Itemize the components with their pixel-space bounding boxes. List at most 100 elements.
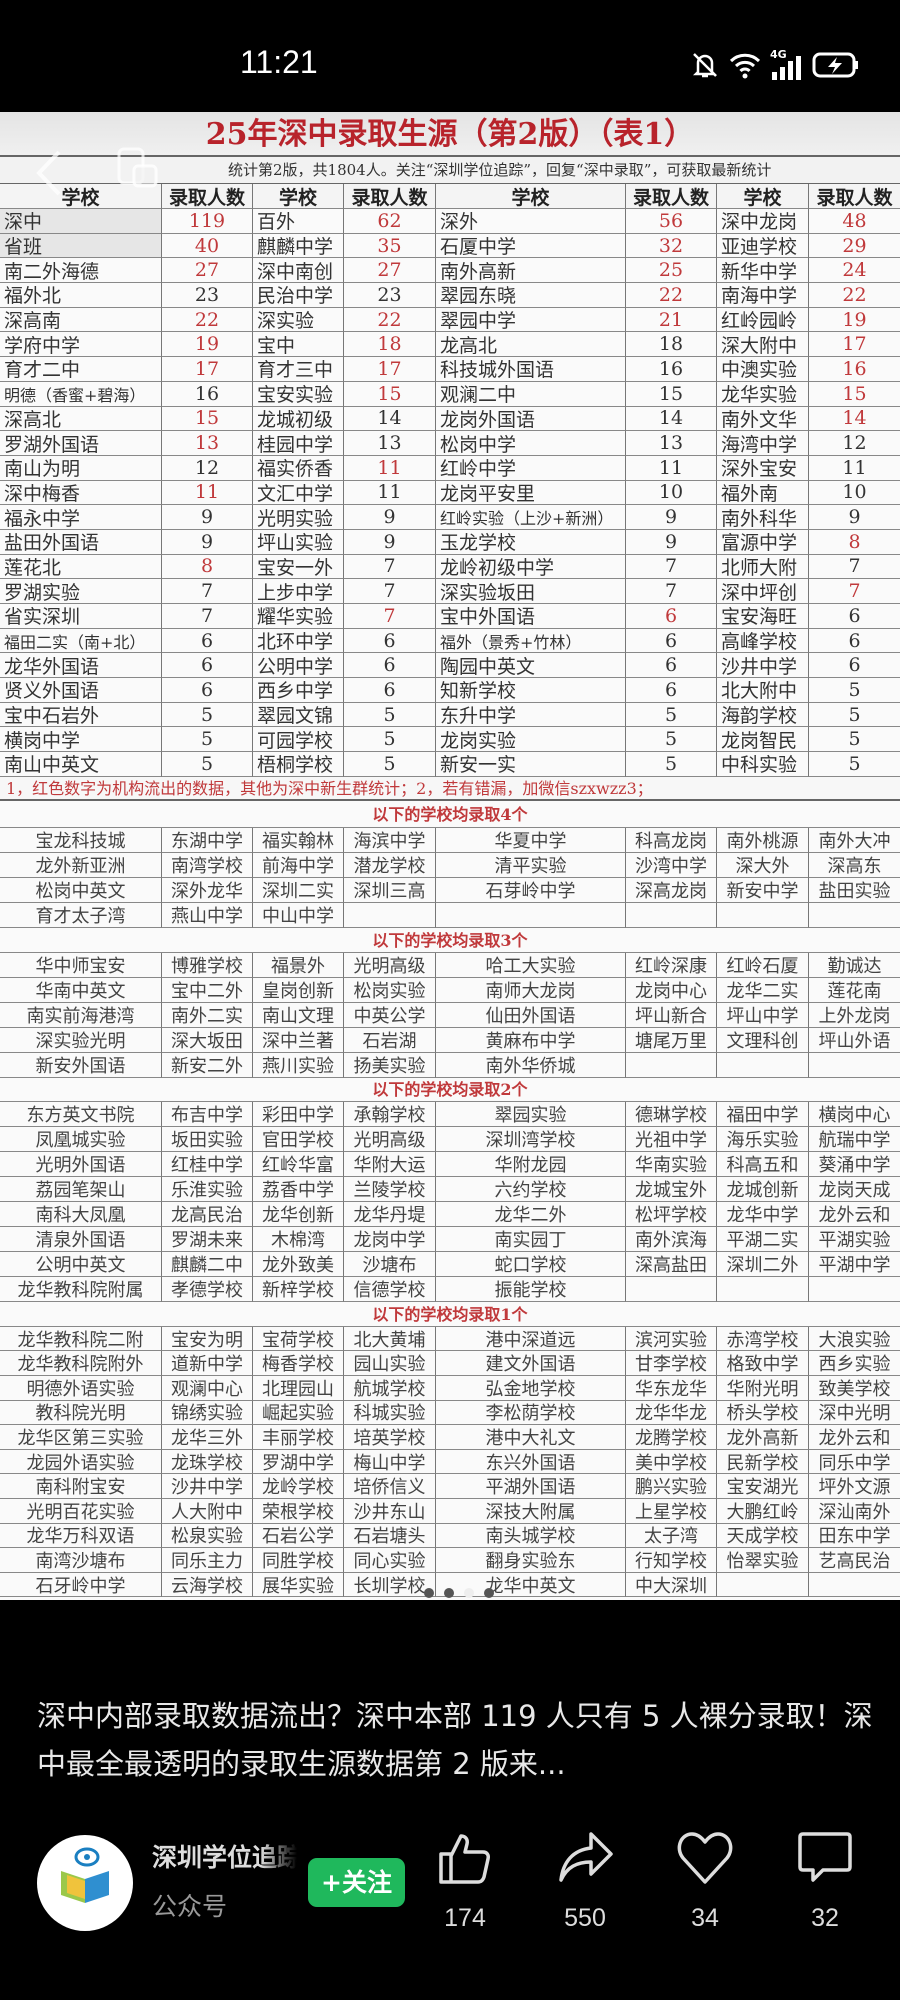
school-name [626, 902, 717, 928]
school-name: 育才太子湾 [0, 902, 162, 928]
column-header: 学校 [717, 184, 809, 209]
admission-count: 19 [162, 332, 253, 358]
school-name: 坪外文源 [809, 1474, 900, 1499]
table-row: 南山中英文 5 梧桐学校 5 新安一实 5 中科实验 5 [0, 752, 900, 777]
school-name: 沙井中学 [717, 653, 809, 679]
admission-count: 7 [626, 579, 717, 604]
article-caption[interactable]: 深中内部录取数据流出？深中本部 119 人只有 5 人裸分录取！深中最全最透明的… [37, 1699, 873, 1781]
school-name: 科高五和 [717, 1151, 809, 1177]
school-name: 东湖中学 [162, 827, 253, 853]
school-name: 高峰学校 [717, 628, 809, 654]
school-name: 深实验坂田 [436, 579, 626, 604]
school-name: 龙华华龙 [626, 1400, 717, 1426]
school-name: 东升中学 [436, 702, 626, 728]
admission-count: 22 [344, 307, 436, 333]
school-name: 龙华中英文 [436, 1572, 626, 1598]
school-name: 中科实验 [717, 752, 809, 777]
table-row: 育才二中 17 育才三中 17 科技城外国语 16 中澳实验 16 [0, 357, 900, 382]
comment-button[interactable]: 32 [785, 1828, 865, 1933]
like-button[interactable]: 174 [425, 1828, 505, 1933]
school-name: 南科附宝安 [0, 1474, 162, 1499]
admission-count: 15 [162, 406, 253, 432]
admission-count: 27 [344, 258, 436, 284]
admission-count: 5 [344, 702, 436, 728]
school-name: 南外科华 [717, 505, 809, 530]
school-name: 科高龙岗 [626, 827, 717, 853]
school-name: 新安一实 [436, 752, 626, 777]
share-button[interactable]: 550 [545, 1828, 625, 1933]
admission-count: 11 [344, 480, 436, 506]
admission-count: 6 [809, 653, 900, 679]
admission-count: 24 [809, 258, 900, 284]
section-row: 龙华区第三实验 龙华三外 丰丽学校 培英学校 港中大礼文 龙腾学校 龙外高新 龙外云和 [0, 1425, 900, 1450]
section-row: 南实前海港湾 南外二实 南山文理 中英公学 仙田外国语 坪山新合 坪山中学 上外龙岗 [0, 1002, 900, 1028]
account-logo-icon [61, 1847, 109, 1903]
carousel-dot[interactable] [464, 1588, 474, 1598]
school-name: 盐田实验 [809, 878, 900, 903]
school-name: 深中坪创 [717, 579, 809, 604]
school-name: 六约学校 [436, 1176, 626, 1202]
school-name: 平湖中学 [809, 1252, 900, 1277]
admission-count: 62 [344, 209, 436, 234]
table-row: 罗湖实验 7 上步中学 7 深实验坂田 7 深中坪创 7 [0, 579, 900, 604]
school-name: 莲花南 [809, 978, 900, 1003]
admission-count: 5 [626, 752, 717, 777]
table-row: 明德（香蜜+碧海） 16 宝安实验 15 观澜二中 15 龙华实验 15 [0, 381, 900, 407]
school-name: 盐田外国语 [0, 529, 162, 555]
table-row: 盐田外国语 9 坪山实验 9 玉龙学校 9 富源中学 8 [0, 529, 900, 555]
avatar[interactable] [37, 1835, 133, 1931]
school-name: 宝安海旺 [717, 604, 809, 629]
admission-table-image[interactable]: 25年深中录取生源（第2版）（表1） 统计第2版，共1804人。关注“深圳学位追… [0, 112, 900, 1600]
admission-count: 21 [626, 307, 717, 333]
admission-count: 14 [626, 406, 717, 432]
carousel-dot[interactable] [424, 1588, 434, 1598]
school-name [809, 1053, 900, 1078]
floating-window-icon[interactable] [116, 146, 160, 190]
admission-count: 15 [809, 382, 900, 407]
carousel-dot[interactable] [444, 1588, 454, 1598]
admission-count: 6 [626, 653, 717, 679]
school-name: 观澜二中 [436, 381, 626, 407]
school-name: 锦绣实验 [162, 1400, 253, 1426]
school-name: 南外二实 [162, 1002, 253, 1028]
back-chevron-icon[interactable] [34, 148, 64, 198]
school-name: 观澜中心 [162, 1376, 253, 1401]
school-name: 龙岭学校 [253, 1474, 344, 1499]
school-name: 育才二中 [0, 357, 162, 382]
section-title: 以下的学校均录取4个 [0, 801, 900, 828]
school-name: 行知学校 [626, 1548, 717, 1573]
sheet-title: 25年深中录取生源（第2版）（表1） [0, 112, 900, 157]
school-name: 太子湾 [626, 1523, 717, 1549]
carousel-dot[interactable] [484, 1588, 494, 1598]
school-name: 华中师宝安 [0, 952, 162, 978]
school-name: 中英公学 [344, 1002, 436, 1028]
table-row: 罗湖外国语 13 桂园中学 13 松岗中学 13 海湾中学 12 [0, 431, 900, 456]
table-row: 深中梅香 11 文汇中学 11 龙岗平安里 10 福外南 10 [0, 480, 900, 506]
school-name: 龙华三外 [162, 1425, 253, 1450]
school-name: 深技大附属 [436, 1498, 626, 1524]
school-name: 贤义外国语 [0, 678, 162, 703]
school-name: 赤湾学校 [717, 1326, 809, 1352]
admission-count: 17 [809, 332, 900, 358]
school-name: 宝安为明 [162, 1326, 253, 1352]
school-name: 清泉外国语 [0, 1226, 162, 1252]
school-name: 平湖实验 [809, 1227, 900, 1252]
admission-count: 6 [809, 604, 900, 629]
account-name[interactable]: 深圳学位追踪 [152, 1843, 297, 1872]
admission-count: 9 [344, 529, 436, 555]
school-name: 龙外云和 [809, 1202, 900, 1227]
school-name: 深中梅香 [0, 480, 162, 506]
admission-count: 14 [344, 406, 436, 432]
school-name [626, 1276, 717, 1302]
section-row: 光明百花实验 人大附中 荣根学校 沙井东山 深技大附属 上星学校 大鹏红岭 深汕南外 [0, 1498, 900, 1524]
school-name: 深中 [0, 209, 162, 234]
admission-count: 6 [626, 628, 717, 654]
admission-count: 6 [162, 653, 253, 679]
school-name: 龙高北 [436, 332, 626, 358]
follow-button[interactable]: +关注 [308, 1858, 405, 1907]
favorite-button[interactable]: 34 [665, 1828, 745, 1933]
school-name: 福外北 [0, 283, 162, 308]
top-table: 学校 录取人数 学校 录取人数 学校 录取人数 学校 录取人数 深中 119 百外 62 深外 56 深中龙… [0, 184, 900, 777]
school-name: 海乐实验 [717, 1126, 809, 1152]
school-name: 德琳学校 [626, 1101, 717, 1127]
